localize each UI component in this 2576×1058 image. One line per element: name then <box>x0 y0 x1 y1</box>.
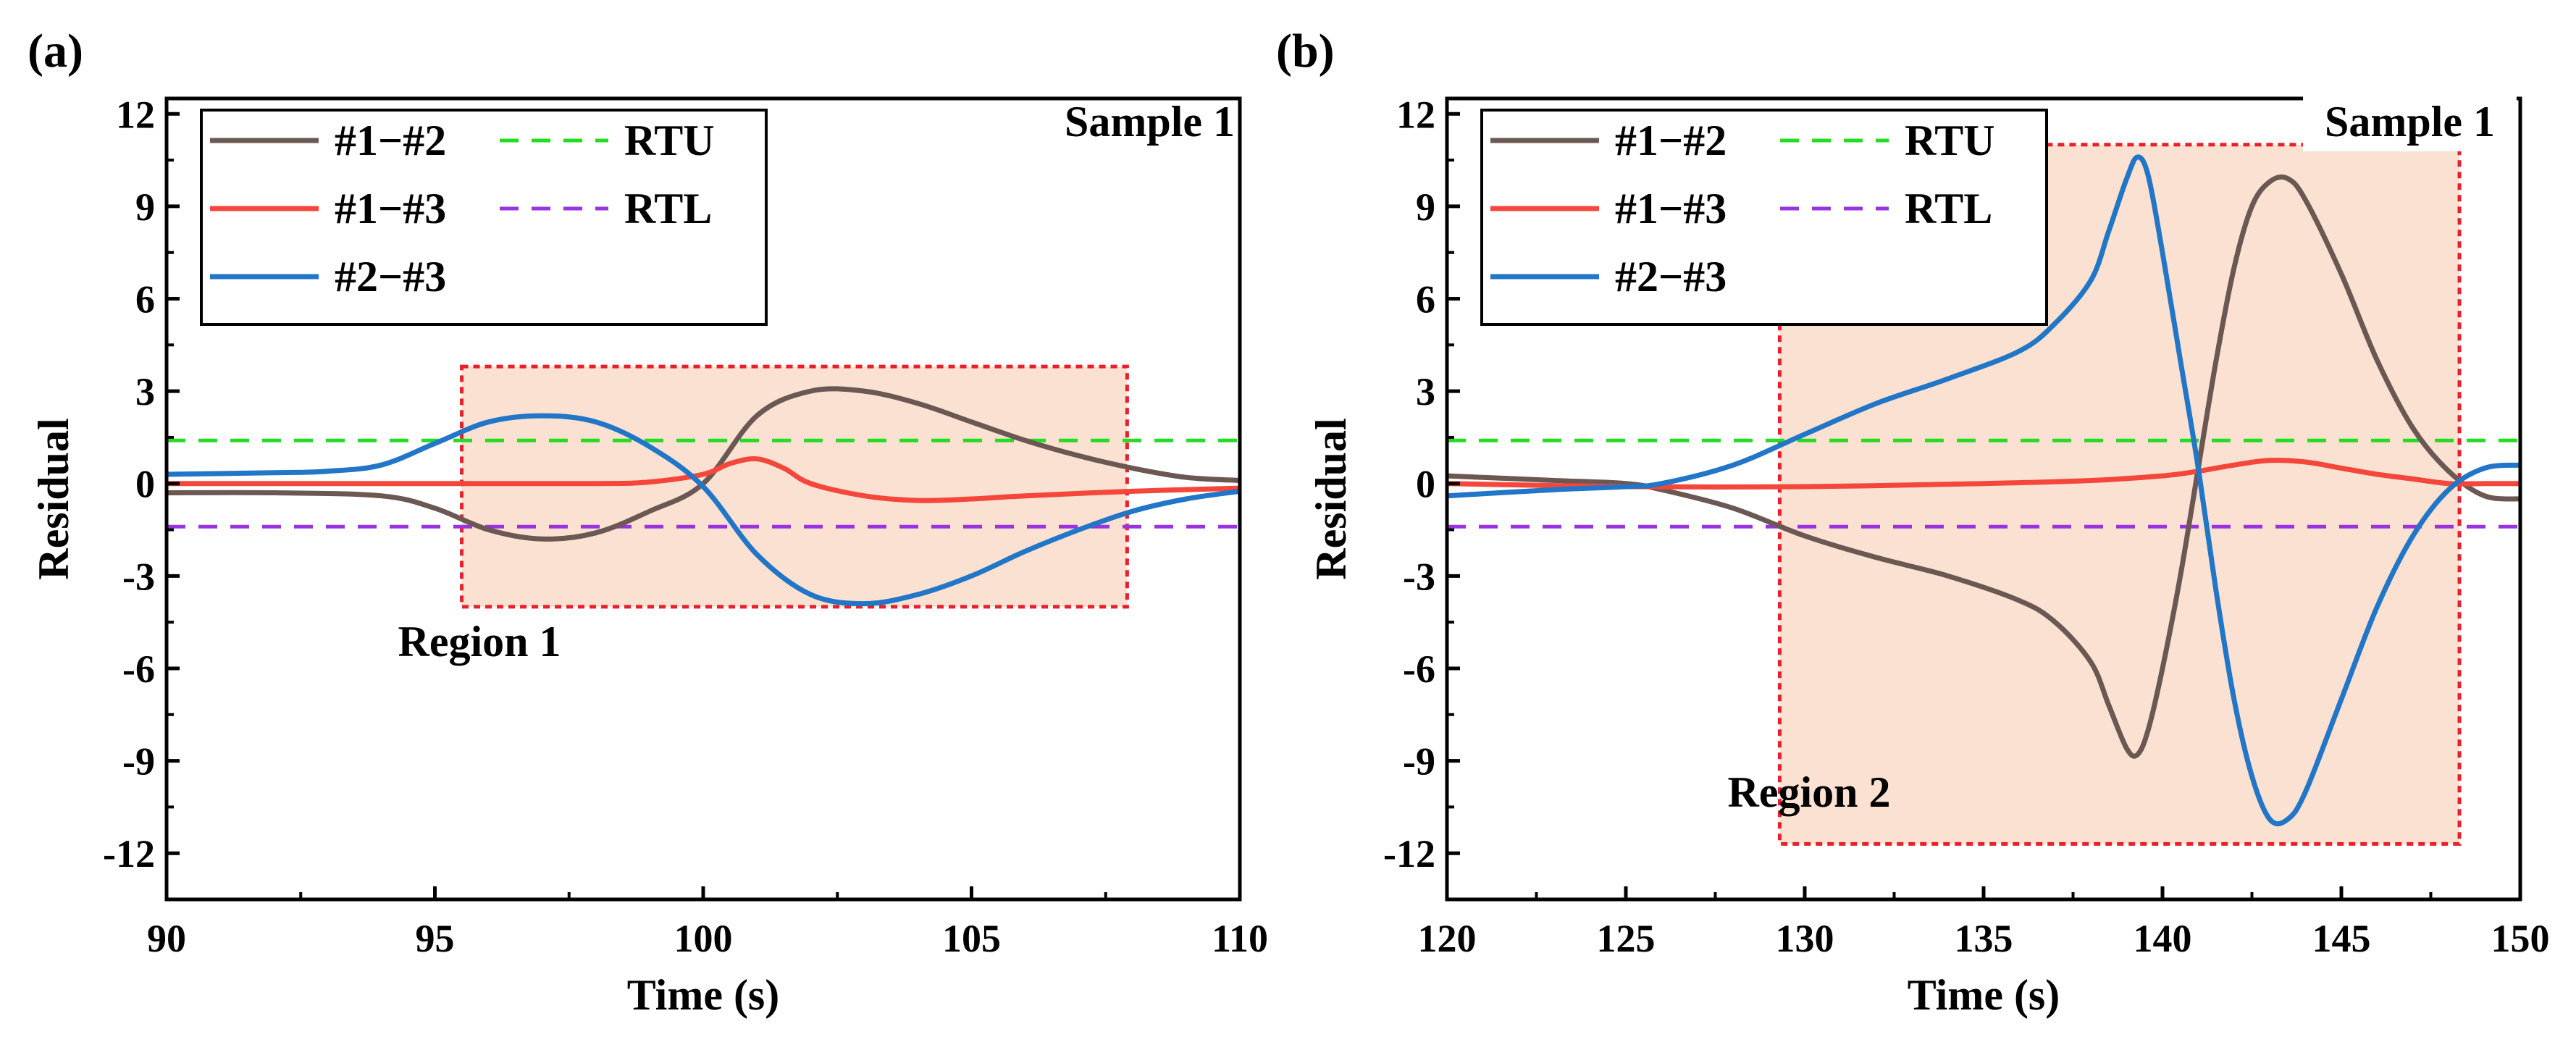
x-tick-label: 125 <box>1597 917 1656 960</box>
y-axis-title: Residual <box>30 418 77 579</box>
x-tick-label: 105 <box>942 917 1001 960</box>
plot-area <box>167 386 1240 607</box>
x-tick-label: 100 <box>674 917 733 960</box>
legend-box <box>200 109 768 326</box>
x-tick-label: 110 <box>1212 917 1268 960</box>
x-tick-label: 135 <box>1955 917 2013 960</box>
x-tick-label: 145 <box>2312 917 2371 960</box>
x-axis-title: Time (s) <box>627 971 780 1019</box>
x-axis-title: Time (s) <box>1908 971 2060 1019</box>
legend-label: RTL <box>624 185 712 232</box>
legend-label: #1−#3 <box>1615 185 1727 232</box>
sample-label: Sample 1 <box>2325 98 2495 146</box>
x-tick-label: 95 <box>416 917 455 960</box>
y-tick-label: 6 <box>1416 278 1435 322</box>
x-tick-label: 130 <box>1776 917 1834 960</box>
y-tick-label: 9 <box>1416 185 1435 229</box>
y-tick-label: -6 <box>122 647 155 691</box>
legend: #1−#2 RTU #1−#3 RTL #2−#3 <box>1480 109 2048 326</box>
y-tick-label: 9 <box>135 185 155 229</box>
y-tick-label: 0 <box>1416 463 1435 506</box>
legend-label: RTU <box>624 117 715 164</box>
series-line-1-2 <box>167 386 1240 542</box>
legend-label: #1−#3 <box>335 185 446 232</box>
x-tick-label: 120 <box>1418 917 1477 960</box>
sample-label-bg <box>2302 92 2517 151</box>
y-tick-label: -9 <box>122 740 155 784</box>
y-axis-title: Residual <box>1307 418 1355 579</box>
plot-area <box>1447 154 2520 827</box>
region-label: Region 2 <box>1728 768 1891 816</box>
sample-annotation: Sample 1 <box>2302 92 2517 151</box>
y-tick-label: 6 <box>135 278 155 322</box>
sample-annotation: Sample 1 <box>1065 98 1235 146</box>
legend-label: RTL <box>1905 185 1992 232</box>
series-line-2-3 <box>1447 154 2520 827</box>
panel-b: (b) 12 9 6 3 0 -3 -6 -9 -12 120 125 130 135 140 145 150 T… <box>1276 25 2550 1019</box>
y-tick-label: -12 <box>103 832 155 876</box>
legend-label: RTU <box>1905 117 1995 164</box>
y-tick-label: 12 <box>1396 93 1435 136</box>
legend-box <box>1480 109 2048 326</box>
series-line-1-2 <box>1447 174 2520 759</box>
y-tick-label: -3 <box>1403 555 1435 598</box>
x-tick-label: 140 <box>2134 917 2192 960</box>
x-tick-label: 150 <box>2491 917 2550 960</box>
series-line-1-3 <box>167 456 1240 503</box>
region-box <box>460 364 1129 609</box>
panel-label: (a) <box>28 25 83 77</box>
y-tick-label: 0 <box>135 463 155 506</box>
y-tick-label: 12 <box>116 93 155 136</box>
legend-label: #2−#3 <box>335 253 446 301</box>
y-tick-label: 3 <box>1416 370 1435 413</box>
legend: #1−#2 RTU #1−#3 RTL #2−#3 <box>200 109 768 326</box>
x-tick-label: 90 <box>147 917 186 960</box>
sample-label: Sample 1 <box>1065 98 1235 146</box>
y-tick-label: -12 <box>1383 832 1435 876</box>
y-tick-label: -6 <box>1403 647 1435 691</box>
y-tick-label: -9 <box>1403 740 1435 784</box>
panel-a: (a) 12 9 6 3 0 -3 -6 -9 -12 90 95 100 105 110 Time (s) R… <box>28 25 1268 1019</box>
legend-label: #1−#2 <box>335 117 446 164</box>
y-tick-label: 3 <box>135 370 155 413</box>
legend-label: #2−#3 <box>1615 253 1727 301</box>
region-label: Region 1 <box>398 618 561 666</box>
legend-label: #1−#2 <box>1615 117 1727 164</box>
series-line-2-3 <box>167 413 1240 607</box>
panel-label: (b) <box>1276 25 1335 77</box>
y-tick-label: -3 <box>122 555 155 598</box>
